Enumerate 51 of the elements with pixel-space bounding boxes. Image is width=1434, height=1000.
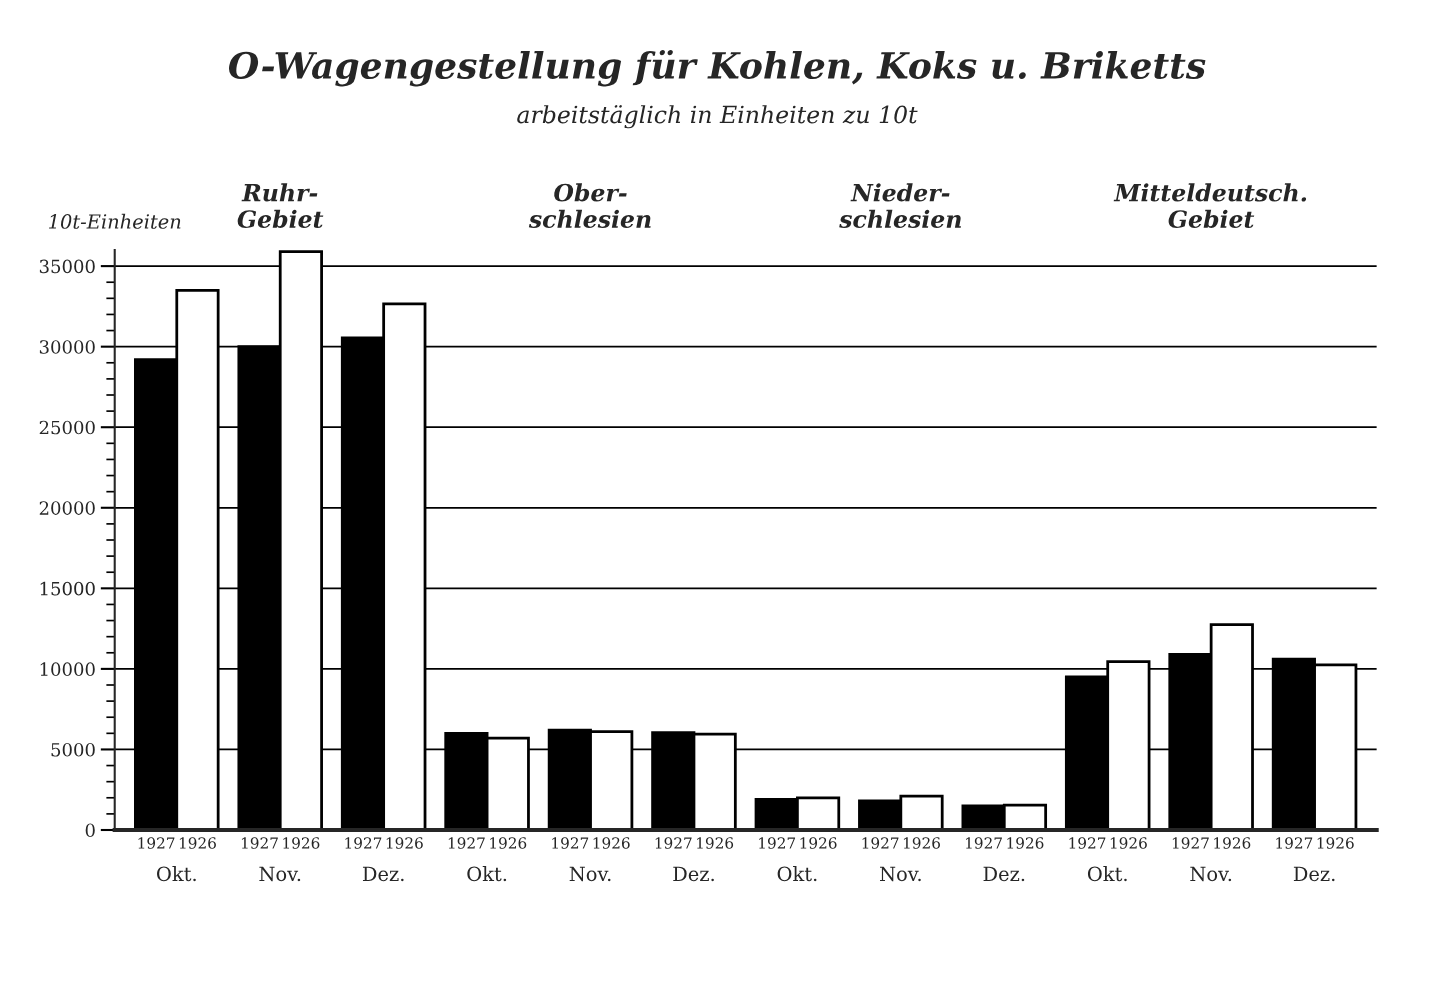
text: 1926: [800, 837, 837, 849]
text: 1926: [1007, 837, 1044, 849]
text: Ober- schlesien: [528, 183, 651, 229]
x-tick-label: Dez.: [983, 866, 1025, 882]
text: Nieder- schlesien: [839, 183, 961, 229]
x-tick-label: Dez.: [1293, 866, 1335, 882]
y-tick-label: 25000: [39, 420, 95, 435]
text: 1926: [490, 837, 527, 849]
text: 1927: [862, 837, 899, 849]
text: 1927: [1069, 837, 1106, 849]
text: Mitteldeutsch. Gebiet: [1113, 183, 1307, 229]
series-label: 1927: [138, 837, 175, 849]
text: 1927: [448, 837, 485, 849]
x-tick-label: Okt.: [467, 866, 507, 882]
text: 1927: [1276, 837, 1313, 849]
text: 1926: [697, 837, 734, 849]
text: 1926: [1214, 837, 1251, 849]
x-tick-label: Nov.: [569, 866, 611, 882]
x-tick-label: Okt.: [1087, 866, 1127, 882]
text: 1926: [903, 837, 940, 849]
y-tick-label: 35000: [39, 259, 95, 274]
text: 1926: [386, 837, 423, 849]
chart-subtitle: arbeitstäglich in Einheiten zu 10t: [517, 105, 918, 129]
text: 1927: [1172, 837, 1209, 849]
x-tick-label: Nov.: [1190, 866, 1232, 882]
chart-title: O-Wagengestellung für Kohlen, Koks u. Briketts: [229, 50, 1206, 87]
y-axis-title: 10t-Einheiten: [49, 213, 181, 229]
text: 1926: [283, 837, 320, 849]
x-tick-label: Dez.: [673, 866, 714, 882]
text: 1927: [241, 837, 278, 849]
x-tick-label: Nov.: [259, 866, 301, 882]
y-tick-label: 5000: [51, 742, 95, 757]
text: Ruhr- Gebiet: [237, 183, 324, 229]
text: 1927: [655, 837, 692, 849]
y-tick-label: 15000: [40, 581, 95, 596]
x-tick-label: Okt.: [777, 866, 817, 882]
y-tick-label: 20000: [39, 501, 95, 515]
x-tick-label: Okt.: [157, 866, 196, 882]
series-label: 1926: [179, 837, 216, 849]
text: 1927: [759, 837, 796, 849]
text: 1926: [1317, 837, 1354, 849]
text: 1926: [1110, 837, 1147, 849]
y-tick-label: 30000: [39, 340, 95, 354]
text: 1927: [552, 837, 589, 849]
x-tick-label: Dez.: [362, 866, 404, 882]
y-tick-label: 0: [85, 823, 95, 838]
x-tick-label: Nov.: [880, 866, 921, 882]
text: 1927: [966, 837, 1002, 849]
text: 1926: [593, 837, 630, 849]
y-tick-label: 10000: [40, 662, 95, 677]
text: 1927: [345, 837, 382, 849]
